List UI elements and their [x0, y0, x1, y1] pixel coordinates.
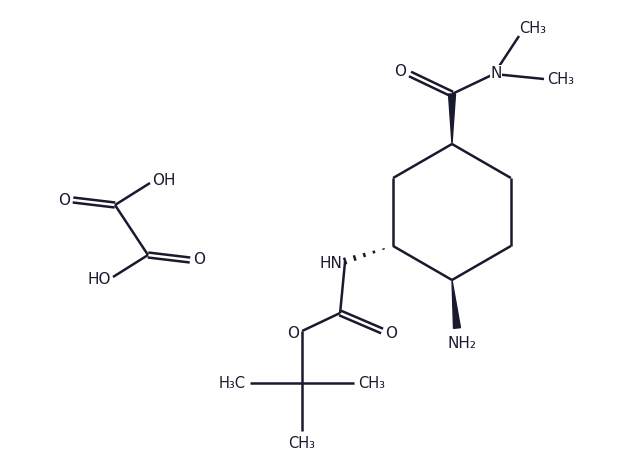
Text: OH: OH	[152, 172, 176, 188]
Polygon shape	[449, 94, 456, 144]
Text: HN: HN	[319, 256, 342, 271]
Polygon shape	[452, 280, 461, 329]
Text: CH₃: CH₃	[547, 71, 575, 86]
Text: O: O	[385, 326, 397, 340]
Text: CH₃: CH₃	[520, 21, 547, 36]
Text: O: O	[58, 193, 70, 207]
Text: HO: HO	[87, 273, 111, 288]
Text: H₃C: H₃C	[219, 376, 246, 391]
Text: CH₃: CH₃	[289, 437, 316, 452]
Text: O: O	[287, 326, 299, 340]
Text: O: O	[394, 63, 406, 78]
Text: O: O	[193, 252, 205, 267]
Text: N: N	[490, 65, 502, 80]
Text: NH₂: NH₂	[447, 337, 477, 352]
Text: CH₃: CH₃	[358, 376, 386, 391]
